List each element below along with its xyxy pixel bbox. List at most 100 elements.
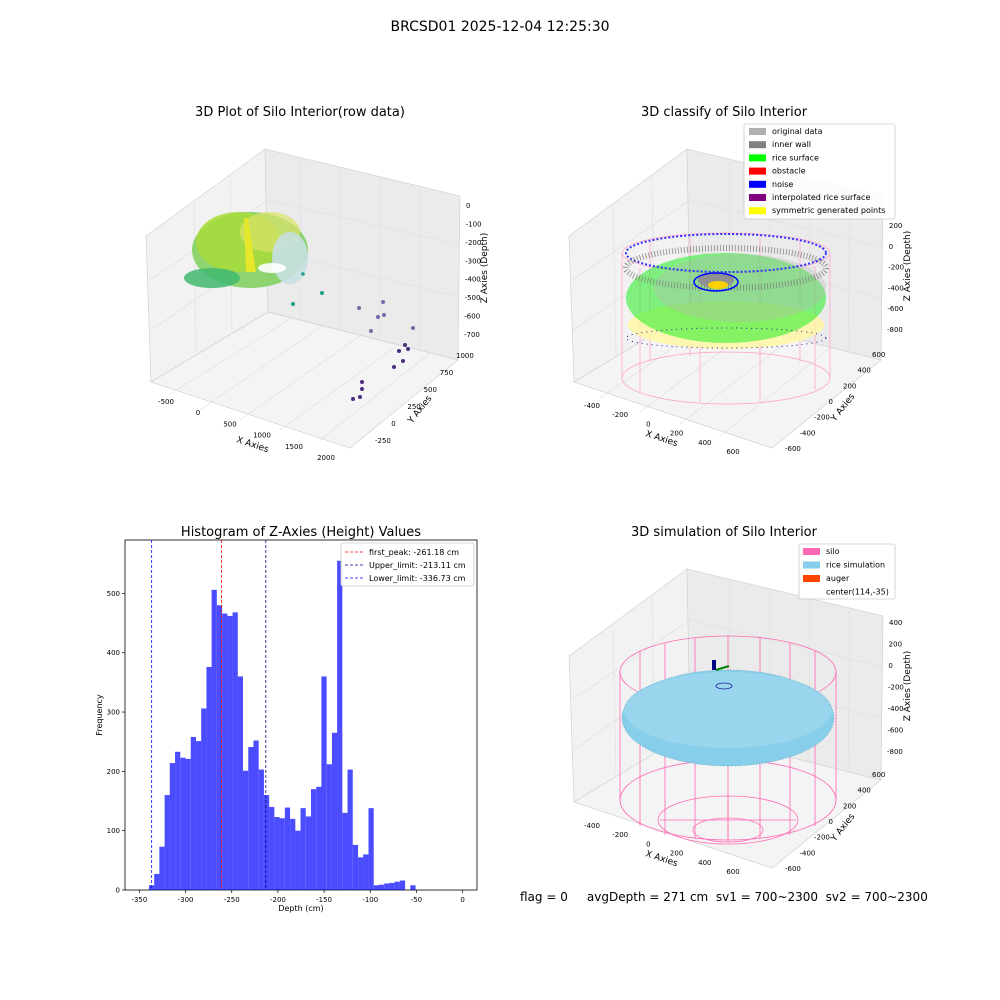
classify-axes-box <box>568 148 884 449</box>
histogram-panel: Histogram of Z-Axies (Height) Values -35… <box>95 525 478 913</box>
histogram-bar <box>347 769 353 890</box>
raw-x-tick-labels: -500 0 500 1000 1500 2000 <box>158 398 335 462</box>
simulation-auger <box>712 660 733 690</box>
simulation-legend-swatch <box>803 561 820 569</box>
classify-z-tick-labels: 200 0 -200 -400 -600 -800 <box>887 222 904 334</box>
simulation-x-tick-label: 400 <box>698 859 711 867</box>
histogram-bar <box>243 770 249 890</box>
histogram-bar <box>331 732 338 890</box>
raw-z-tick-label: -100 <box>466 220 482 228</box>
histogram-legend-label: first_peak: -261.18 cm <box>369 548 459 557</box>
histogram-bar <box>237 676 243 890</box>
histogram-bar <box>295 830 301 890</box>
raw-z-tick-label: -600 <box>464 313 480 321</box>
simulation-silo <box>619 635 837 845</box>
simulation-y-tick-label: 0 <box>829 818 833 826</box>
histogram-x-tick-label: -50 <box>411 896 422 904</box>
histogram-title: Histogram of Z-Axies (Height) Values <box>181 525 421 540</box>
simulation-x-tick-label: -400 <box>584 822 600 830</box>
raw-panel-title: 3D Plot of Silo Interior(row data) <box>195 105 405 120</box>
raw-y-tick-label: 250 <box>407 403 420 411</box>
histogram-bar <box>389 882 395 890</box>
raw-z-tick-label: -400 <box>465 276 481 284</box>
classify-z-tick-label: 0 <box>889 243 893 251</box>
simulation-x-tick-label: 600 <box>726 868 739 876</box>
raw-point-cloud <box>184 212 415 401</box>
histogram-bar <box>290 818 296 890</box>
histogram-y-tick-label: 400 <box>107 649 120 657</box>
histogram-bar <box>279 818 285 890</box>
classify-z-tick-label: 200 <box>889 222 902 230</box>
classify-legend-swatch <box>749 141 766 149</box>
histogram-bar <box>216 605 223 890</box>
histogram-x-ticks: -350 -300 -250 -200 -150 -100 -50 0 <box>131 890 465 904</box>
raw-y-tick-label: -250 <box>375 437 391 445</box>
simulation-z-tick-label: -200 <box>888 684 904 692</box>
classify-y-tick-label: 200 <box>843 382 856 390</box>
simulation-y-tick-label: 400 <box>858 787 871 795</box>
histogram-bar <box>196 741 202 890</box>
histogram-bar <box>269 806 275 890</box>
classify-y-tick-label: -400 <box>800 429 816 437</box>
classify-legend-swatch <box>749 167 766 175</box>
raw-z-tick-labels: 0 -100 -200 -300 -400 -500 -600 -700 <box>464 202 482 339</box>
classify-y-tick-label: 400 <box>858 367 871 375</box>
raw-z-tick-label: -700 <box>464 331 480 339</box>
raw-y-tick-label: 1000 <box>456 352 474 360</box>
simulation-legend-swatch <box>803 548 820 555</box>
histogram-y-tick-label: 500 <box>107 590 120 598</box>
histogram-bar <box>274 817 280 890</box>
classify-legend-swatch <box>749 154 766 162</box>
raw-z-tick-label: 0 <box>466 202 470 210</box>
histogram-x-tick-label: -350 <box>131 896 147 904</box>
histogram-x-tick-label: -300 <box>178 896 194 904</box>
histogram-bar <box>227 615 233 890</box>
raw-x-tick-label: 500 <box>223 420 236 428</box>
classify-x-tick-label: -200 <box>612 411 628 419</box>
histogram-bar <box>185 758 191 890</box>
histogram-bar <box>154 873 160 890</box>
histogram-bars <box>148 560 416 890</box>
classify-legend-label: noise <box>772 180 793 189</box>
raw-x-tick-label: 0 <box>196 409 200 417</box>
simulation-x-tick-label: 200 <box>670 850 683 858</box>
histogram-bar <box>399 880 406 890</box>
classify-x-tick-label: 200 <box>670 430 683 438</box>
histogram-legend-label: Upper_limit: -213.11 cm <box>369 561 466 570</box>
histogram-bar <box>253 740 259 890</box>
simulation-legend-label: auger <box>826 574 850 583</box>
histogram-x-axis-label: Depth (cm) <box>278 904 323 913</box>
histogram-bar <box>337 560 343 890</box>
classify-legend-label: rice surface <box>772 153 819 162</box>
histogram-x-tick-label: -250 <box>224 896 240 904</box>
classify-legend-label: obstacle <box>772 167 806 176</box>
histogram-bar <box>310 789 317 890</box>
histogram-y-tick-label: 200 <box>107 768 120 776</box>
raw-x-tick-label: 1000 <box>253 432 271 440</box>
histogram-x-tick-label: -200 <box>270 896 286 904</box>
raw-z-tick-label: -200 <box>465 239 481 247</box>
histogram-bar <box>342 812 348 890</box>
histogram-bar <box>384 883 390 890</box>
simulation-z-tick-label: 0 <box>888 662 892 670</box>
classify-x-tick-label: 400 <box>698 439 711 447</box>
classify-legend-label: symmetric generated points <box>772 206 885 215</box>
classify-legend-swatch <box>749 194 766 201</box>
simulation-z-tick-label: -600 <box>887 727 903 735</box>
histogram-bar <box>206 666 212 890</box>
histogram-y-tick-label: 300 <box>107 709 120 717</box>
raw-z-axis-label: Z Axies (Depth) <box>480 233 490 304</box>
raw-z-tick-label: -500 <box>465 294 481 302</box>
status-line: flag = 0 avgDepth = 271 cm sv1 = 700~230… <box>520 890 928 904</box>
classify-legend: original data inner wall rice surface obsta… <box>743 123 896 220</box>
simulation-x-tick-label: 0 <box>646 840 650 848</box>
simulation-legend-swatch <box>803 575 820 582</box>
simulation-legend-label: center(114,-35) <box>826 588 889 597</box>
histogram-bar <box>211 589 217 890</box>
histogram-x-tick-label: -100 <box>362 896 378 904</box>
classify-x-tick-labels: -400 -200 0 200 400 600 <box>584 402 740 456</box>
simulation-z-tick-label: 200 <box>889 641 902 649</box>
histogram-bar <box>300 808 306 890</box>
